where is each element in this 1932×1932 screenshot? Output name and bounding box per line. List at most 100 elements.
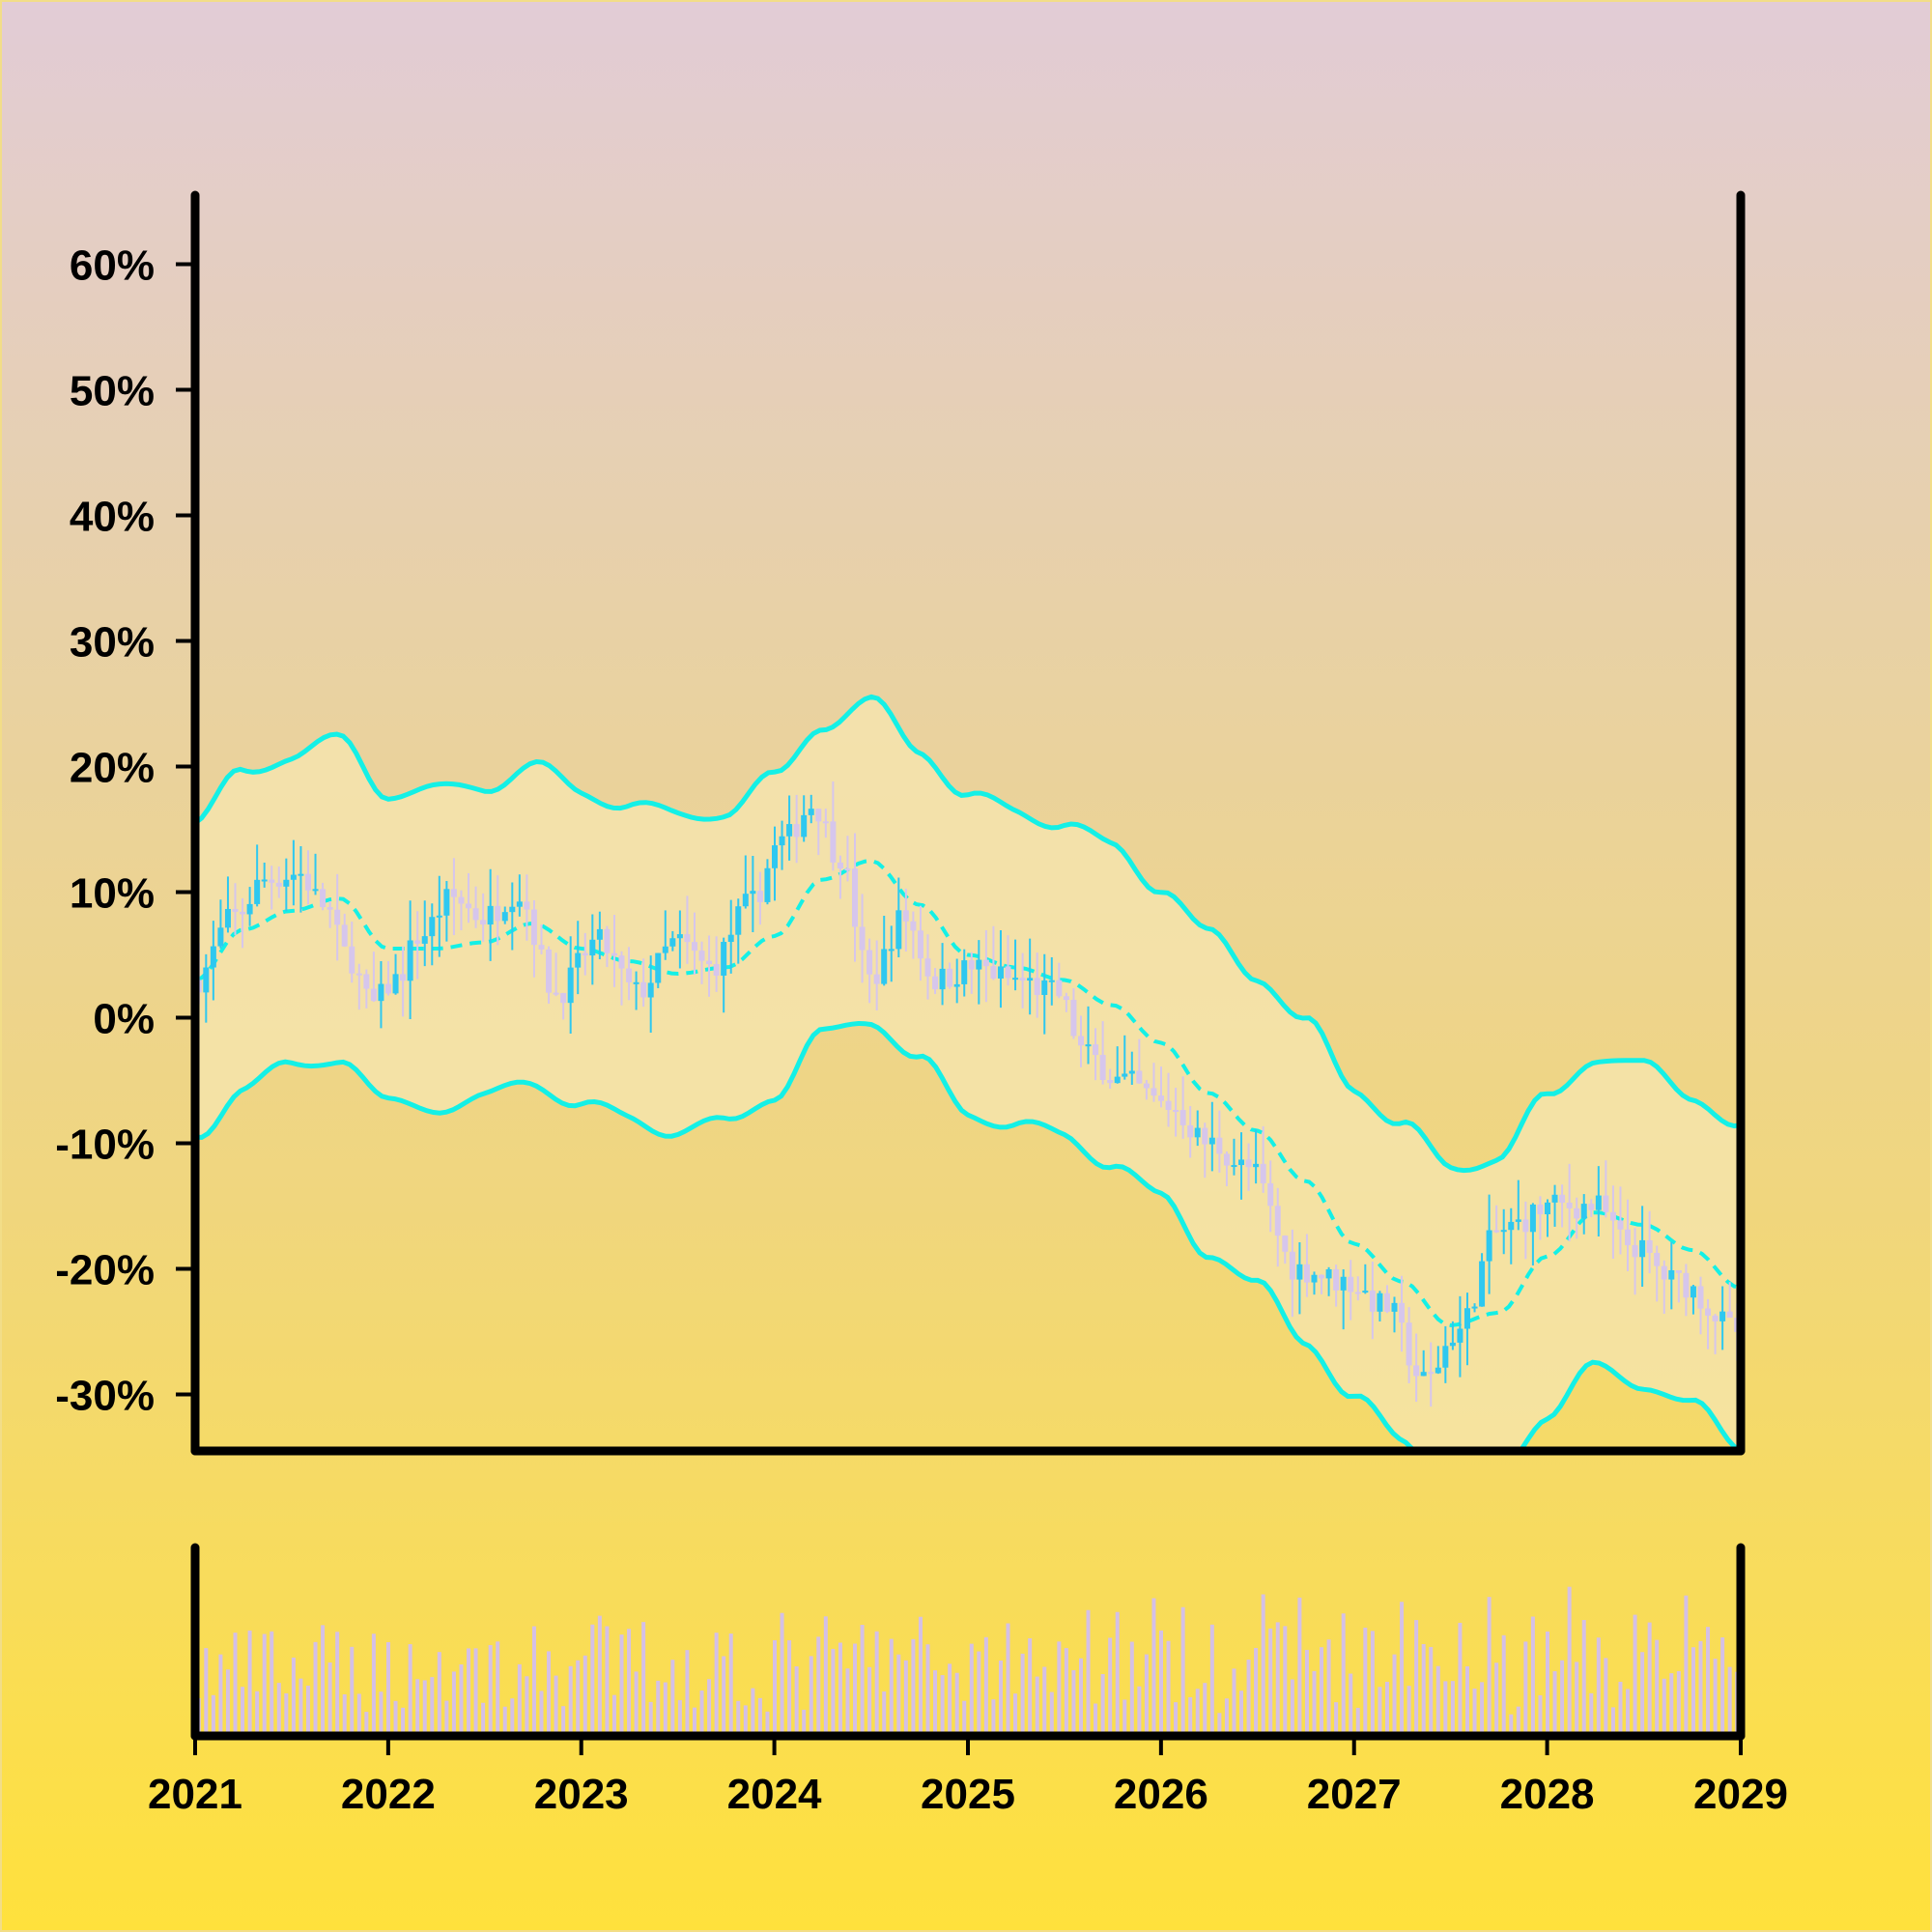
candle-body <box>626 968 633 982</box>
candle-body <box>1063 996 1069 1001</box>
candle-body <box>1151 1088 1157 1096</box>
candle-body <box>421 936 428 944</box>
volume-bar <box>1378 1687 1382 1736</box>
candle-body <box>939 968 946 990</box>
x-tick-label: 2025 <box>921 1771 1015 1818</box>
volume-bar <box>298 1678 303 1736</box>
candle-body <box>1529 1204 1536 1233</box>
volume-bar <box>262 1634 267 1736</box>
volume-bar <box>605 1626 610 1736</box>
volume-bar <box>619 1634 624 1736</box>
candle-body <box>1508 1221 1515 1231</box>
candle-body <box>487 905 494 925</box>
candle-body <box>1216 1137 1223 1154</box>
y-tick-label: -10% <box>55 1122 155 1169</box>
volume-bar <box>393 1700 398 1736</box>
candle-body <box>1048 980 1055 982</box>
candle-body <box>1070 1000 1077 1037</box>
volume-bar <box>685 1650 690 1736</box>
volume-bar <box>408 1644 412 1736</box>
candle-body <box>275 882 282 887</box>
candle-body <box>1690 1286 1696 1298</box>
volume-bar <box>1647 1622 1652 1736</box>
candle-body <box>1399 1302 1406 1323</box>
volume-bar <box>1618 1681 1623 1736</box>
candle-body <box>240 911 246 915</box>
candle-body <box>203 967 210 993</box>
candle-body <box>727 934 734 943</box>
volume-bar <box>218 1654 223 1736</box>
volume-bar <box>459 1664 464 1736</box>
candle-body <box>538 945 545 950</box>
volume-bar <box>1028 1638 1033 1736</box>
candle-body <box>575 952 582 968</box>
volume-bar <box>510 1698 515 1736</box>
volume-bar <box>496 1641 500 1736</box>
candle-body <box>713 964 720 976</box>
candle-body <box>501 912 508 922</box>
volume-bar <box>751 1688 755 1736</box>
y-axis-ticks: 60% 50% 40% 30% 20% 10% 0% -10% -20% -30% <box>55 242 195 1420</box>
candle-body <box>852 868 859 927</box>
volume-bar <box>1633 1614 1637 1736</box>
volume-bar <box>728 1634 733 1736</box>
candle-body <box>997 966 1004 979</box>
candle-body <box>224 908 231 928</box>
candle-body <box>334 909 341 925</box>
candle-body <box>706 960 713 965</box>
volume-bar <box>1414 1620 1419 1736</box>
volume-bar <box>1100 1674 1105 1736</box>
volume-bar <box>1640 1652 1645 1736</box>
x-tick-label: 2024 <box>727 1771 822 1818</box>
candle-body <box>1223 1153 1230 1166</box>
volume-bar <box>597 1615 602 1736</box>
candle-body <box>1537 1204 1544 1215</box>
volume-bar <box>1669 1673 1674 1736</box>
volume-bar <box>714 1633 719 1736</box>
candle-body <box>1639 1239 1646 1258</box>
candle-body <box>1661 1265 1667 1280</box>
volume-bar <box>816 1636 821 1736</box>
volume-bar <box>692 1707 696 1736</box>
candle-body <box>466 903 472 909</box>
candle-body <box>546 949 553 993</box>
volume-bar <box>1326 1639 1331 1736</box>
bollinger-band-layer <box>195 694 1741 1451</box>
volume-bar <box>1690 1647 1695 1736</box>
volume-bar <box>467 1648 471 1736</box>
candle-body <box>1515 1219 1521 1222</box>
y-tick-label: -20% <box>55 1247 155 1294</box>
volume-bar <box>823 1616 828 1736</box>
candle-body <box>1136 1070 1143 1084</box>
candle-body <box>815 809 822 822</box>
candle-body <box>917 930 923 959</box>
candle-body <box>793 824 800 838</box>
y-tick-label: 40% <box>70 494 155 541</box>
candle-body <box>902 910 909 922</box>
candle-body <box>801 814 808 838</box>
volume-bar <box>670 1660 675 1736</box>
candle-body <box>735 906 742 935</box>
volume-bar <box>1239 1690 1244 1736</box>
volume-bar <box>1174 1702 1179 1736</box>
volume-bar <box>831 1648 836 1736</box>
candle-body <box>895 910 902 950</box>
volume-bar <box>911 1638 916 1736</box>
volume-bar <box>1203 1683 1208 1736</box>
volume-bar <box>255 1690 260 1736</box>
volume-bar <box>699 1690 704 1736</box>
volume-bar <box>1662 1678 1666 1736</box>
candle-body <box>611 952 617 956</box>
candle-body <box>1179 1110 1186 1125</box>
volume-bar <box>1684 1595 1689 1736</box>
candle-body <box>1128 1070 1135 1074</box>
volume-bar <box>998 1660 1003 1736</box>
volume-bar <box>364 1712 369 1736</box>
volume-bar <box>327 1662 332 1736</box>
volume-bar <box>1064 1648 1068 1736</box>
candle-body <box>1311 1274 1318 1283</box>
moving-average-line <box>195 858 1741 1328</box>
candle-body <box>1632 1245 1638 1258</box>
volume-bar <box>386 1642 390 1736</box>
candle-body <box>604 928 611 953</box>
